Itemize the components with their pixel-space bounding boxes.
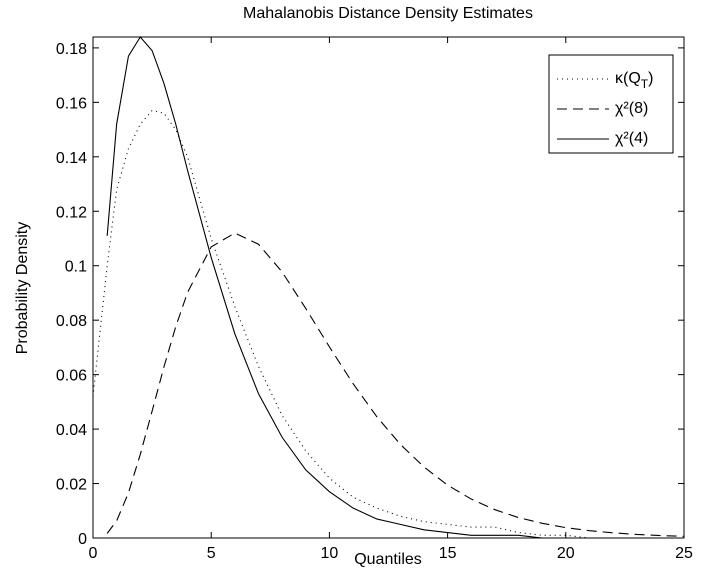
x-tick-label: 0 [89, 545, 98, 562]
y-tick-label: 0.14 [56, 150, 87, 167]
y-tick-label: 0.12 [56, 204, 87, 221]
y-tick-label: 0.08 [56, 313, 87, 330]
y-tick-label: 0.02 [56, 477, 87, 494]
series-line [92, 109, 684, 539]
chart-title: Mahalanobis Distance Density Estimates [243, 5, 533, 22]
y-tick-label: 0.04 [56, 422, 87, 439]
y-tick-label: 0 [78, 531, 87, 548]
x-tick-label: 20 [557, 545, 575, 562]
x-axis-label: Quantiles [354, 551, 422, 568]
y-tick-label: 0.06 [56, 368, 87, 385]
legend-label: χ²(8) [615, 100, 648, 117]
y-tick-label: 0.16 [56, 95, 87, 112]
legend-box [548, 54, 674, 154]
x-tick-label: 5 [207, 545, 216, 562]
x-tick-label: 25 [675, 545, 693, 562]
y-tick-label: 0.1 [65, 259, 87, 276]
x-tick-label: 10 [321, 545, 339, 562]
series-line [106, 232, 685, 537]
series-line [106, 36, 684, 539]
y-tick-label: 0.18 [56, 41, 87, 58]
legend-label: κ(QT) [615, 70, 653, 91]
y-axis-label: Probability Density [14, 222, 31, 355]
legend-label: χ²(4) [615, 130, 648, 147]
x-tick-label: 15 [439, 545, 457, 562]
plot-frame [92, 36, 685, 539]
